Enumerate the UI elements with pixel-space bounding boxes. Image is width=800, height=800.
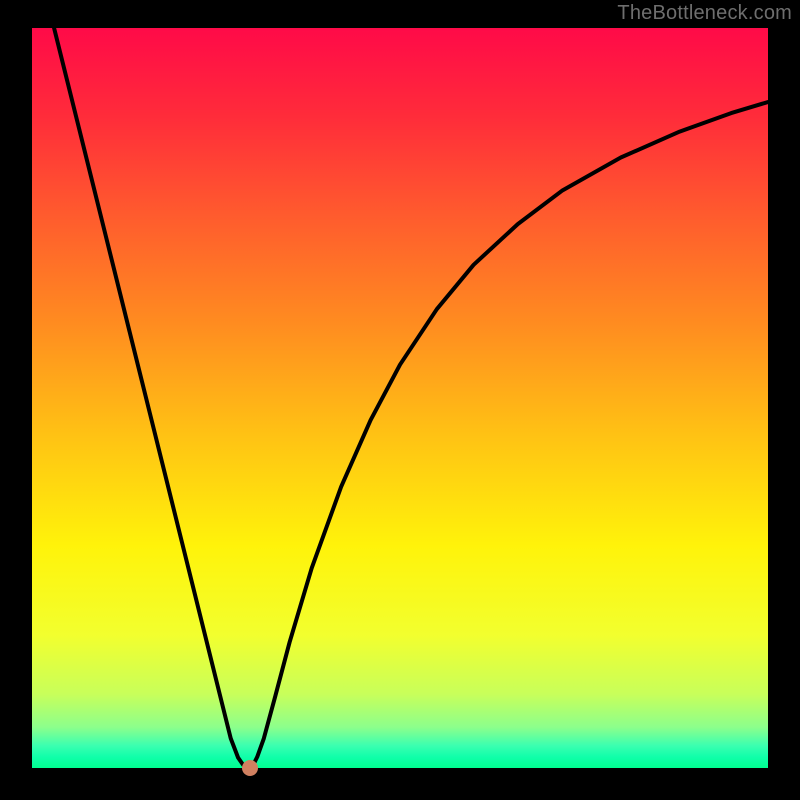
curve-line [32, 28, 768, 768]
plot-area [32, 28, 768, 768]
watermark-text: TheBottleneck.com [617, 2, 792, 25]
minimum-marker [242, 760, 258, 776]
figure-root: { "watermark": { "text": "TheBottleneck.… [0, 0, 800, 800]
